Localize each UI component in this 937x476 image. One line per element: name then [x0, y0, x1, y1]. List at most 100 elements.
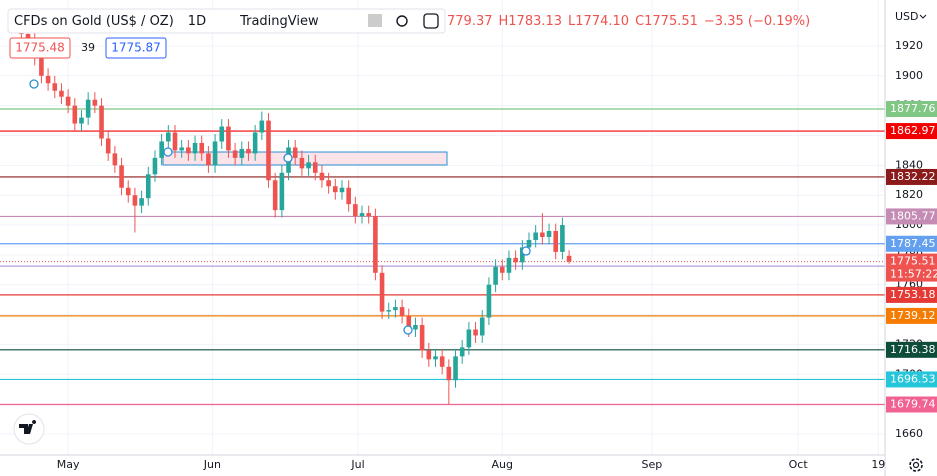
candle-body [212, 141, 218, 166]
level-label-bg [886, 396, 937, 413]
x-tick-label: Jul [350, 458, 364, 471]
level-label: 1805.77 [890, 209, 936, 222]
legend-part: TradingView [239, 14, 319, 29]
level-label: 1679.74 [890, 398, 936, 411]
candle-body [419, 325, 425, 351]
level-label: 1716.38 [890, 343, 936, 356]
x-tick-label: May [57, 458, 80, 471]
candle-body [79, 117, 84, 124]
tv-logo [13, 413, 45, 445]
candle-body [159, 141, 164, 158]
candle-body [232, 150, 238, 158]
level-label-bg [886, 286, 937, 303]
settings-icon[interactable] [909, 458, 923, 472]
candle-body [246, 148, 251, 154]
zone [162, 151, 448, 166]
level-label-bg [886, 235, 937, 252]
legend-part: 779.37 [447, 14, 493, 29]
candle-body [359, 213, 365, 217]
price-axis: 1660168017001720174017601780180018201840… [886, 39, 937, 440]
level-label: 1877.76 [890, 102, 936, 115]
icon[interactable] [368, 14, 382, 27]
candle-body [486, 284, 492, 318]
icon[interactable] [396, 15, 408, 27]
countdown: 11:57:22 [890, 268, 937, 281]
level-label: 1739.12 [890, 309, 936, 322]
candle-body [166, 132, 171, 142]
bid: 1775.48 [15, 41, 65, 55]
candle-body [139, 198, 144, 206]
legend-part: H1783.13 [499, 14, 563, 29]
legend: CFDs on Gold (US$ / OZ) 1D TradingView 779… [7, 8, 810, 59]
candle-body [252, 132, 258, 154]
candle-body [339, 187, 345, 193]
candle-body [326, 180, 331, 187]
candle-body [119, 165, 124, 188]
y-tick-label: 1820 [895, 188, 923, 201]
candle-body [279, 172, 285, 211]
x-tick-label: Jun [203, 458, 221, 471]
icon[interactable] [423, 13, 439, 29]
currency[interactable]: USD [895, 10, 919, 23]
legend-part: −3.35 (−0.19%) [704, 14, 810, 29]
marker [521, 246, 531, 256]
candle-body [413, 325, 418, 330]
candle-body [473, 329, 478, 336]
level-label-bg [886, 100, 937, 117]
y-tick-label: 1920 [895, 39, 923, 52]
candle-body [346, 187, 351, 205]
candle-body [393, 307, 398, 311]
candle-body [446, 366, 452, 381]
candle-body [59, 90, 64, 97]
spread: 39 [81, 41, 95, 54]
legend-part: CFDs on Gold (US$ / OZ) [14, 14, 174, 29]
marker [163, 147, 173, 157]
level-label: 1862.97 [890, 124, 936, 137]
bid-box[interactable] [9, 37, 71, 59]
x-tick-label: Oct [789, 458, 809, 471]
candle-body [52, 83, 58, 91]
candle-body [560, 225, 565, 252]
candle-body [479, 317, 485, 336]
candle-body [546, 231, 552, 237]
level-label-bg [886, 341, 937, 358]
candle-body [332, 186, 338, 193]
ask-box[interactable] [105, 37, 167, 59]
last-price-bg [886, 253, 937, 282]
candle-body [125, 187, 131, 196]
legend-part: L1774.10 [568, 14, 629, 29]
candle-body [379, 272, 385, 312]
level-label-bg [886, 208, 937, 225]
candle-body [206, 153, 211, 166]
dropdown-icon [919, 14, 927, 19]
ask: 1775.87 [111, 41, 161, 55]
candle-body [406, 316, 412, 330]
level-label-bg [886, 123, 937, 140]
candle-body [112, 153, 118, 166]
candle-body [319, 172, 325, 181]
marker [403, 325, 413, 335]
candle-body [186, 147, 191, 154]
candle-body [239, 148, 245, 158]
y-tick-label: 1900 [895, 69, 923, 82]
x-tick-label: Aug [492, 458, 513, 471]
logo-mark [19, 420, 37, 434]
y-tick-label: 1660 [895, 427, 923, 440]
level-label-bg [886, 307, 937, 324]
candle-body [566, 255, 572, 262]
gear[interactable] [909, 458, 923, 472]
candle-body [132, 195, 138, 206]
candle-body [172, 132, 178, 151]
candle-body [439, 356, 445, 367]
legend-ohlc: 779.37 H1783.13 L1774.10 C1775.51 −3.35 (−0.… [447, 14, 810, 29]
candle-body [39, 57, 44, 76]
y-tick-label: 1840 [895, 158, 923, 171]
last-price-label: 1775.51 [890, 255, 936, 268]
candle-body [92, 99, 98, 106]
candle-body [105, 138, 111, 154]
level-label: 1696.53 [890, 372, 936, 385]
marker [283, 153, 293, 163]
legend-title: CFDs on Gold (US$ / OZ) 1D TradingView [14, 14, 319, 29]
